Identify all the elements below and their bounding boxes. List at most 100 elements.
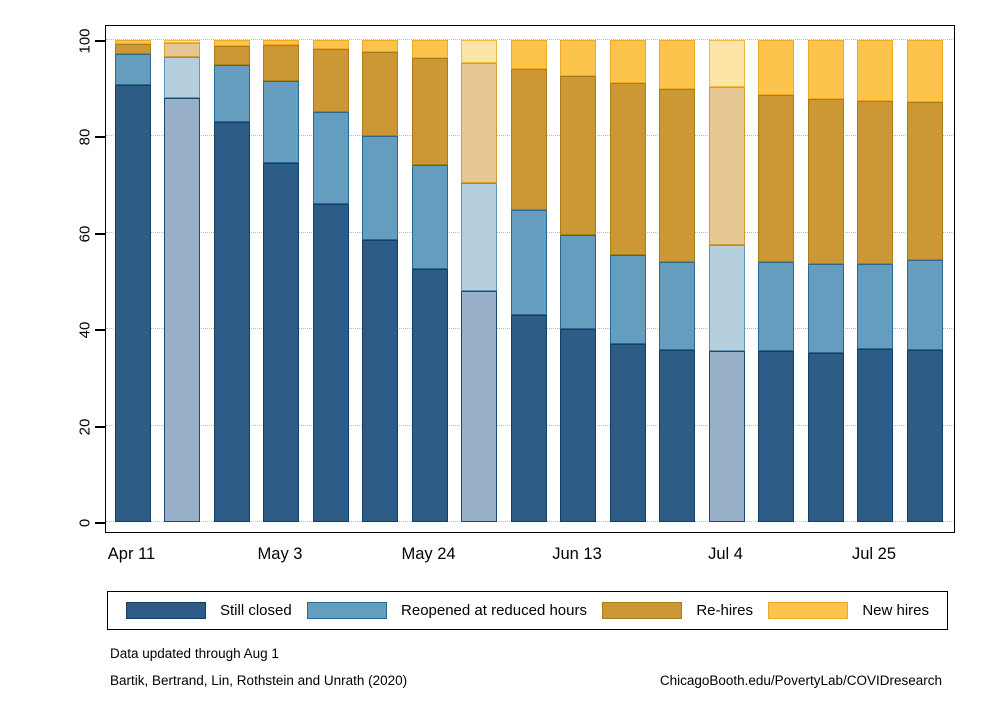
bar-week-10 — [560, 40, 596, 522]
bar-week-2-faded — [164, 40, 200, 522]
bar-segment-rehires — [708, 87, 745, 246]
bar-segment-reopened — [213, 65, 250, 122]
bar-segment-reopened — [609, 254, 646, 344]
y-tick-label: 40 — [76, 321, 94, 339]
bar-segment-new_hires — [312, 40, 349, 50]
bar-segment-new_hires — [807, 40, 844, 100]
bar-segment-still_closed — [560, 329, 596, 522]
bar-segment-still_closed — [362, 240, 398, 522]
bar-segment-rehires — [461, 62, 497, 184]
bar-segment-new_hires — [659, 40, 695, 89]
bar-segment-reopened — [708, 245, 745, 352]
bar-week-14 — [758, 40, 794, 522]
bar-segment-rehires — [213, 45, 250, 66]
bar-segment-new_hires — [263, 40, 299, 46]
legend-item: Reopened at reduced hours — [307, 602, 587, 619]
bar-segment-rehires — [164, 42, 200, 57]
x-tick-label: Jul 4 — [708, 545, 743, 563]
bar-segment-rehires — [560, 75, 596, 236]
y-tick-mark — [95, 232, 105, 235]
bar-segment-still_closed — [758, 351, 794, 522]
y-tick-mark — [95, 40, 105, 42]
bar-week-17 — [906, 40, 943, 522]
y-tick-label: 100 — [76, 28, 94, 54]
bar-week-4 — [263, 40, 299, 522]
bar-segment-rehires — [807, 99, 844, 264]
bar-segment-new_hires — [906, 40, 943, 103]
legend-swatch-rehires — [602, 602, 683, 619]
bar-segment-rehires — [362, 51, 398, 137]
legend-label: New hires — [862, 602, 929, 619]
plot-area: Percent attributable to each hours chang… — [105, 25, 955, 533]
y-tick-mark — [95, 425, 105, 428]
bar-segment-new_hires — [213, 40, 250, 46]
legend-label: Re-hires — [696, 602, 753, 619]
legend-item: Still closed — [126, 602, 292, 619]
bar-segment-still_closed — [114, 85, 151, 522]
bar-segment-new_hires — [362, 40, 398, 52]
bar-segment-still_closed — [906, 350, 943, 522]
legend-label: Reopened at reduced hours — [401, 602, 587, 619]
bar-segment-new_hires — [461, 40, 497, 63]
x-tick-label: Jun 13 — [552, 545, 602, 563]
legend-box: Still closed Reopened at reduced hours Re-… — [107, 591, 948, 630]
bar-segment-still_closed — [312, 203, 349, 522]
legend-item: Re-hires — [602, 602, 753, 619]
legend-swatch-reopened — [307, 602, 388, 619]
bar-segment-still_closed — [510, 314, 547, 522]
bar-week-6 — [362, 40, 398, 522]
y-tick-label: 80 — [76, 129, 94, 146]
footnote-authors: Bartik, Bertrand, Lin, Rothstein and Unr… — [110, 673, 408, 688]
bar-week-15 — [807, 40, 844, 522]
bar-segment-still_closed — [807, 352, 844, 522]
bar-segment-rehires — [609, 83, 646, 255]
bar-week-16 — [857, 40, 893, 522]
bar-segment-new_hires — [510, 40, 547, 69]
bar-segment-still_closed — [213, 121, 250, 522]
bar-segment-new_hires — [411, 40, 448, 58]
bar-segment-reopened — [263, 80, 299, 163]
bar-segment-new_hires — [609, 40, 646, 84]
footnote-url: ChicagoBooth.edu/PovertyLab/COVIDresearc… — [659, 673, 942, 688]
bar-week-13-faded — [708, 40, 745, 522]
y-tick-mark — [95, 329, 105, 332]
bar-segment-still_closed — [411, 268, 448, 522]
bar-segment-rehires — [758, 94, 794, 263]
bar-segment-rehires — [312, 49, 349, 113]
legend-swatch-new_hires — [768, 602, 849, 619]
bar-segment-new_hires — [708, 40, 745, 88]
bar-segment-reopened — [461, 183, 497, 291]
bar-week-8-faded — [461, 40, 497, 522]
bar-segment-new_hires — [164, 40, 200, 43]
bar-segment-reopened — [906, 260, 943, 351]
bar-segment-reopened — [560, 235, 596, 330]
bar-week-3 — [213, 40, 250, 522]
bar-week-5 — [312, 40, 349, 522]
y-tick-label: 20 — [76, 418, 94, 435]
bar-segment-new_hires — [758, 40, 794, 95]
x-tick-label: May 3 — [257, 545, 303, 563]
bar-segment-new_hires — [114, 40, 151, 44]
bar-week-11 — [609, 40, 646, 522]
gridline-y100 — [106, 39, 954, 40]
bar-segment-rehires — [411, 57, 448, 166]
bar-segment-still_closed — [263, 162, 299, 522]
bar-segment-reopened — [857, 263, 893, 350]
bar-segment-rehires — [263, 45, 299, 81]
bar-segment-reopened — [510, 209, 547, 315]
bar-segment-rehires — [114, 43, 151, 55]
bar-week-9 — [510, 40, 547, 522]
bar-segment-rehires — [857, 101, 893, 264]
bar-week-12 — [659, 40, 695, 522]
bar-segment-still_closed — [659, 350, 695, 522]
bar-segment-reopened — [312, 112, 349, 204]
bar-segment-rehires — [906, 102, 943, 261]
x-tick-label: Jul 25 — [851, 545, 897, 563]
y-tick-mark — [95, 136, 105, 139]
legend-item: New hires — [768, 602, 929, 619]
y-tick-mark — [95, 522, 105, 524]
bar-segment-rehires — [510, 68, 547, 210]
bar-segment-still_closed — [708, 351, 745, 522]
bar-segment-reopened — [362, 136, 398, 241]
